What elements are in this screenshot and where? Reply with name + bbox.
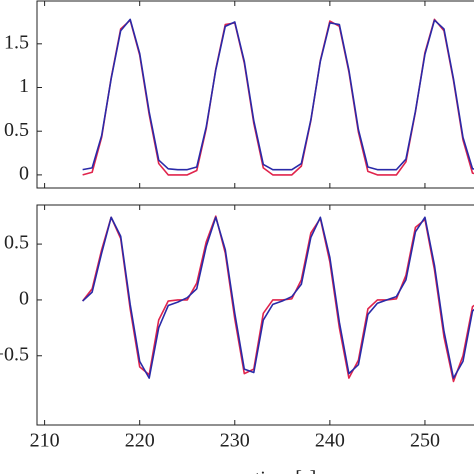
series-line	[82, 18, 474, 171]
x-axis-label: time [s]	[255, 468, 317, 474]
y-tick-label: 0.5	[4, 119, 29, 141]
series-line	[82, 216, 474, 379]
x-tick-label: 210	[30, 430, 60, 452]
x-tick-label: 220	[125, 430, 155, 452]
y-tick-label: 0	[19, 162, 29, 184]
plot-frame	[36, 204, 474, 426]
y-tick-label: 1.5	[4, 31, 29, 53]
y-tick-label: 0	[19, 288, 29, 310]
x-tick-label: 240	[315, 430, 345, 452]
x-tick-label: 230	[220, 430, 250, 452]
x-tick-label: 250	[410, 430, 440, 452]
y-tick-label: 1	[19, 75, 29, 97]
series-line	[82, 18, 474, 176]
y-tick-label: −0.5	[0, 343, 29, 365]
y-tick-label: 0.5	[4, 232, 29, 254]
series-line	[82, 215, 474, 383]
plot-frame	[36, 0, 474, 189]
